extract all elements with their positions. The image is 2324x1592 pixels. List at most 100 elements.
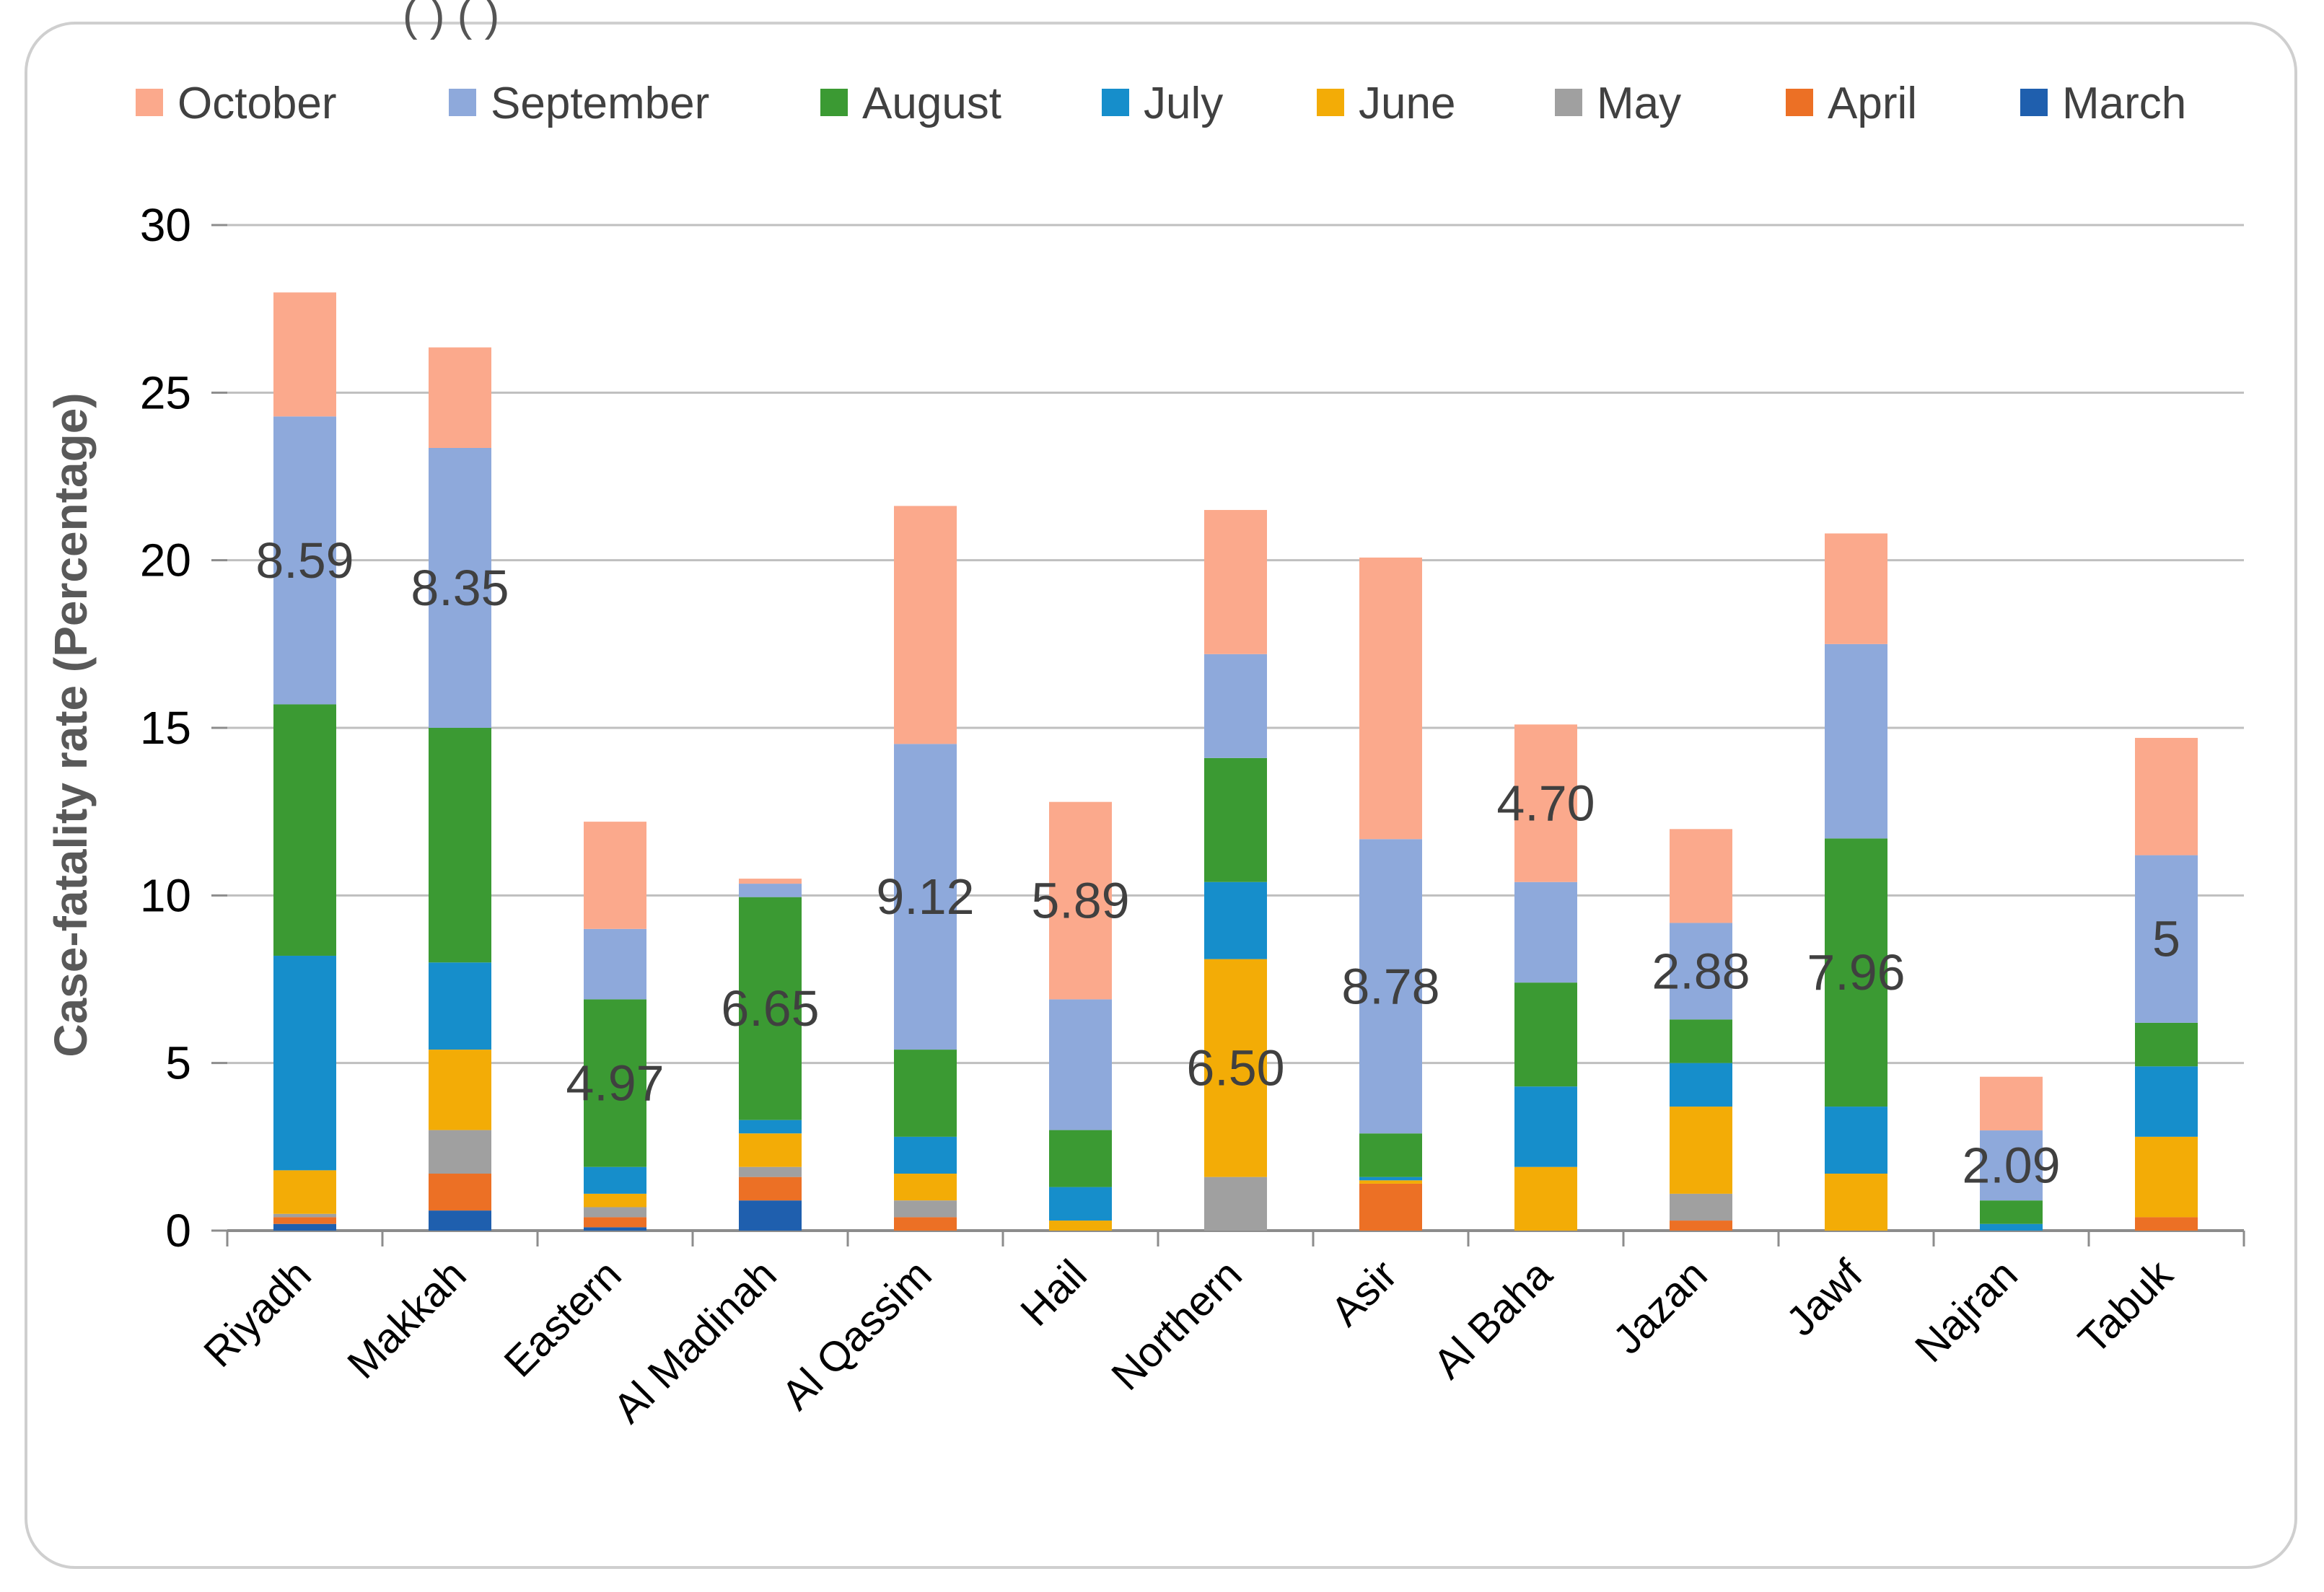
x-tick-label: Al Madinah [605,1251,786,1432]
bar-jawf-august [1825,838,1887,1107]
bar-riyadh-march [273,1223,336,1231]
x-tick-label: Riyadh [195,1251,320,1376]
x-tick-label: Eastern [495,1251,630,1386]
bar-jawf-september [1825,643,1887,839]
bar-al-madinah-july [739,1120,802,1134]
y-axis-label: Case-fatality rate (Percentage) [45,392,97,1057]
data-label: 4.70 [1496,775,1595,832]
legend: October September August July June May April Ma… [136,79,2186,128]
legend-label: October [177,79,337,128]
bar-jawf-october [1825,533,1887,644]
bar-jazan-july [1670,1063,1732,1107]
bar-al-baha-june [1514,1166,1577,1231]
x-tick-label: Al Baha [1424,1251,1561,1388]
bar-al-qassim-may [894,1200,957,1218]
x-tick-label: Hail [1012,1251,1096,1335]
legend-item-october: October [136,79,337,128]
bar-eastern-august [584,999,646,1167]
legend-label: April [1828,79,1917,128]
bar-jawf-june [1825,1174,1887,1231]
bar-najran-september [1980,1130,2043,1201]
bar-riyadh-august [273,704,336,956]
bar-al-qassim-april [894,1217,957,1231]
bar-al-madinah-september [739,884,802,897]
data-label: 5 [2152,911,2180,967]
bar-jazan-august [1670,1019,1732,1063]
bar-najran-october [1980,1076,2043,1131]
legend-item-september: September [449,79,709,128]
legend-swatch [1555,89,1582,116]
data-label: 6.65 [721,980,819,1037]
bar-al-baha-july [1514,1086,1577,1167]
y-tick-label: 5 [165,1037,191,1089]
bar-northern-june [1204,959,1267,1177]
x-tick-label: Najran [1906,1251,2027,1371]
legend-item-march: March [2020,79,2186,128]
bar-eastern-july [584,1166,646,1194]
bar-eastern-march [584,1227,646,1231]
bar-tabuk-july [2135,1066,2198,1137]
bar-al-madinah-march [739,1200,802,1231]
legend-item-may: May [1555,79,1681,128]
legend-label: March [2062,79,2186,128]
x-tick-label: Northern [1102,1251,1251,1399]
bar-tabuk-august [2135,1022,2198,1067]
legend-swatch [1102,89,1129,116]
bar-jazan-june [1670,1107,1732,1194]
bar-asir-july [1359,1177,1422,1181]
bar-hail-august [1049,1130,1112,1187]
bar-asir-october [1359,557,1422,840]
legend-swatch [820,89,848,116]
bar-eastern-april [584,1217,646,1228]
bar-hail-september [1049,999,1112,1130]
bar-northern-september [1204,654,1267,758]
bar-al-madinah-april [739,1177,802,1201]
data-label: 4.97 [566,1055,664,1112]
bar-al-madinah-august [739,897,802,1120]
bar-al-qassim-june [894,1174,957,1201]
bar-al-qassim-august [894,1050,957,1137]
data-label: 5.89 [1031,873,1129,929]
legend-item-july: July [1102,79,1223,128]
data-label: 7.96 [1807,944,1905,1001]
data-label: 2.88 [1652,943,1750,999]
bar-riyadh-june [273,1170,336,1214]
bar-al-qassim-july [894,1136,957,1174]
data-label: 8.78 [1341,958,1439,1014]
bar-tabuk-september [2135,855,2198,1023]
bar-northern-july [1204,881,1267,959]
bar-al-qassim-october [894,506,957,744]
bar-jazan-may [1670,1193,1732,1221]
bar-al-madinah-june [739,1133,802,1167]
y-tick-label: 15 [140,702,191,754]
bar-eastern-october [584,822,646,929]
bars-layer [273,292,2198,1231]
bar-jawf-july [1825,1107,1887,1174]
bar-makkah-july [429,962,491,1050]
y-tick-label: 30 [140,199,191,251]
bar-riyadh-april [273,1217,336,1224]
y-tick-label: 20 [140,535,191,586]
bar-al-baha-september [1514,881,1577,983]
bar-makkah-august [429,728,491,963]
y-tick-label: 25 [140,366,191,418]
bar-al-madinah-may [739,1166,802,1177]
bar-eastern-may [584,1207,646,1218]
x-tick-label: Jawf [1777,1251,1872,1345]
legend-label: September [491,79,709,128]
bar-riyadh-july [273,955,336,1171]
bar-asir-august [1359,1133,1422,1177]
bar-al-baha-august [1514,982,1577,1087]
legend-label: July [1144,79,1223,128]
bar-northern-may [1204,1177,1267,1231]
x-tick-label: Tabuk [2069,1251,2182,1363]
data-label: 8.35 [411,560,509,616]
bar-tabuk-april [2135,1217,2198,1231]
x-tick-label: Makkah [338,1251,475,1388]
bar-northern-october [1204,509,1267,654]
bar-jazan-september [1670,923,1732,1020]
bar-makkah-march [429,1210,491,1231]
data-label: 6.50 [1186,1040,1284,1096]
